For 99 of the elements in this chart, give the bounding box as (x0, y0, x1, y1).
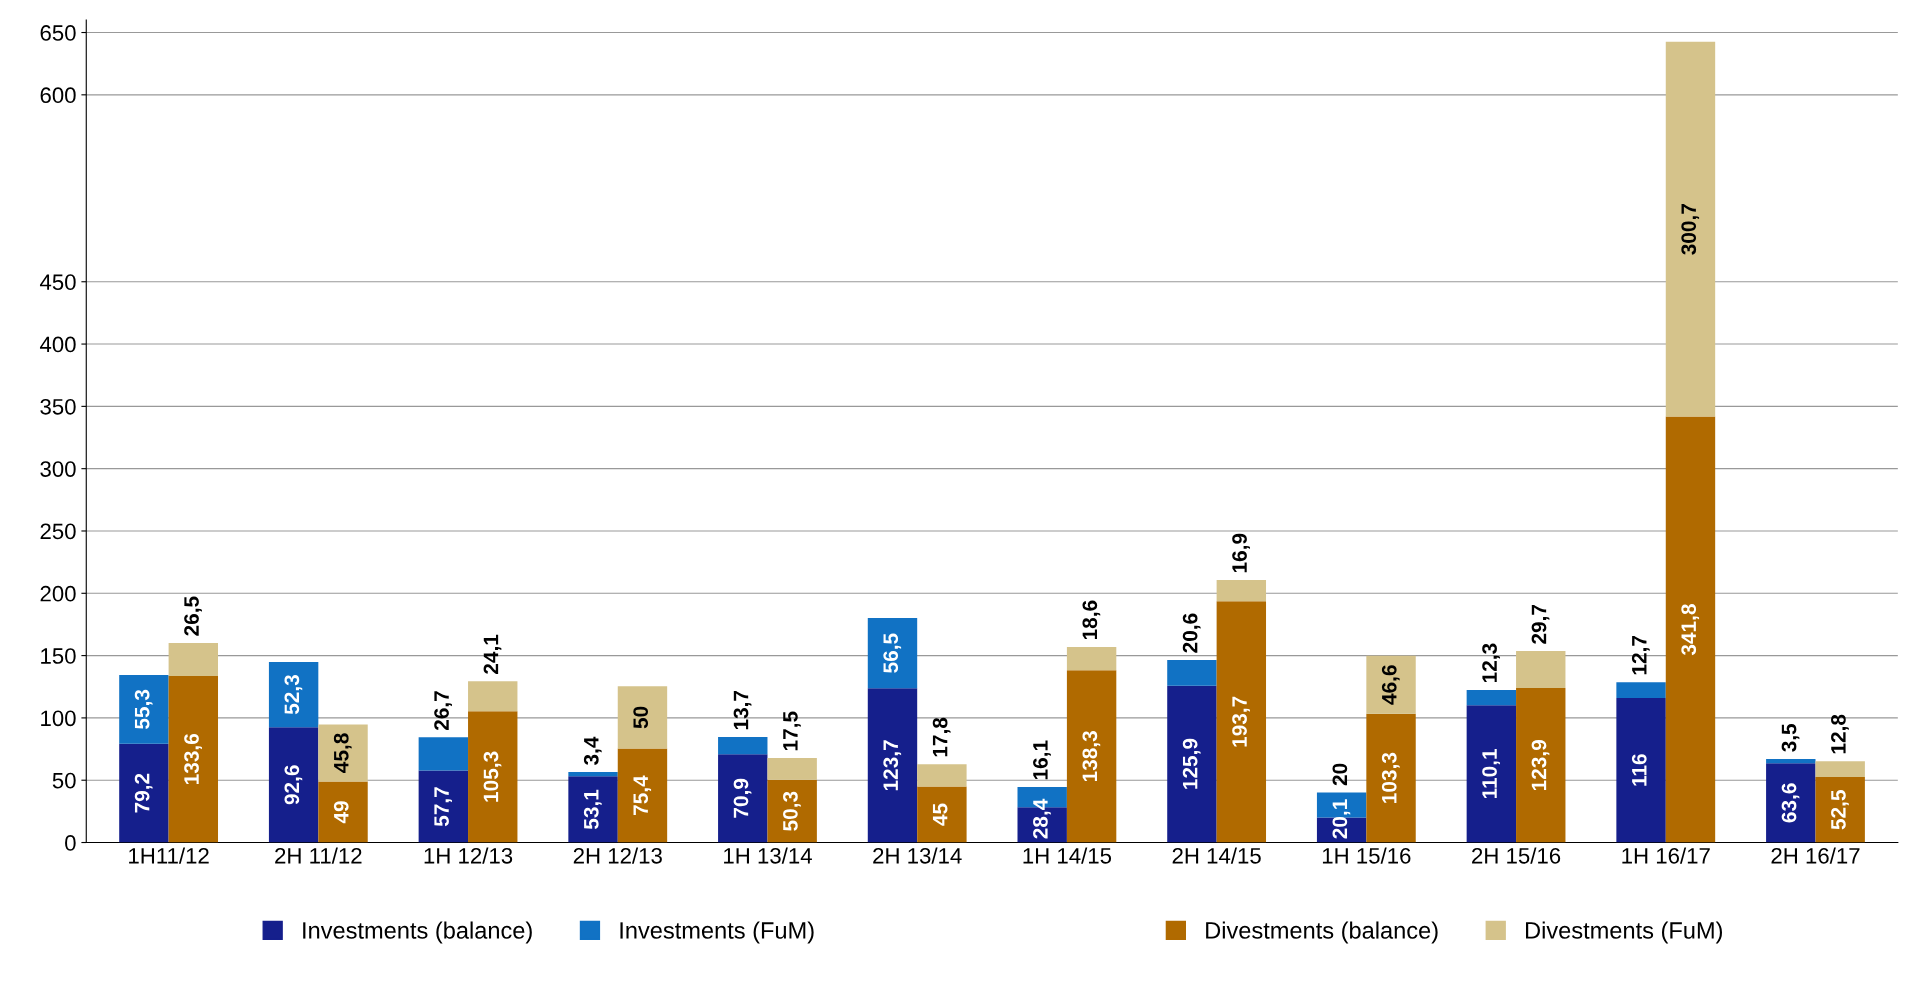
bar (1216, 580, 1267, 602)
data-label: 193,7 (1232, 696, 1250, 747)
y-tick-label: 50 (52, 772, 76, 789)
data-label: 24,1 (483, 634, 502, 674)
legend-label: Divestments (FuM) (1526, 921, 1723, 944)
data-label: 341,8 (1681, 604, 1700, 656)
bar (1066, 670, 1117, 843)
data-label: 12,8 (1831, 714, 1849, 754)
x-tick-label: 2H 14/15 (1172, 847, 1261, 864)
bar (1366, 713, 1416, 843)
x-tick-label: 1H 14/15 (1023, 847, 1112, 864)
bar (468, 681, 518, 712)
data-label: 16,1 (1033, 740, 1051, 780)
data-label: 16,9 (1232, 533, 1250, 573)
bar (767, 758, 817, 780)
y-tick-label: 200 (40, 585, 76, 602)
legend-label: Investments (FuM) (620, 921, 814, 944)
data-label: 52,3 (284, 675, 303, 715)
x-tick-label: 2H 12/13 (573, 847, 662, 864)
data-label: 55,3 (134, 689, 153, 729)
data-label: 133,6 (184, 733, 202, 785)
data-label: 50,3 (783, 791, 801, 831)
bar (1516, 651, 1566, 689)
y-tick-label: 450 (39, 274, 76, 291)
data-label: 110,1 (1482, 749, 1500, 799)
y-tick-label: 100 (41, 710, 76, 727)
data-label: 26,7 (434, 691, 452, 731)
y-tick-label: 350 (40, 398, 76, 415)
bar (418, 737, 469, 771)
legend-label: Divestments (balance) (1206, 921, 1438, 944)
bar (867, 617, 918, 689)
x-tick-label: 1H 15/16 (1322, 847, 1411, 864)
bar (867, 688, 918, 843)
data-label: 70,9 (733, 778, 752, 818)
x-tick-label: 2H 16/17 (1771, 847, 1860, 864)
bar (568, 772, 618, 777)
data-label: 300,7 (1681, 204, 1700, 255)
data-label: 46,6 (1381, 665, 1400, 705)
data-label: 123,9 (1531, 740, 1550, 791)
data-label: 75,4 (633, 775, 652, 815)
data-label: 53,1 (583, 789, 602, 830)
bar (1466, 689, 1517, 706)
x-tick-label: 1H 13/14 (724, 847, 812, 864)
y-tick-label: 150 (41, 648, 76, 664)
bar (1066, 647, 1117, 671)
data-label: 56,5 (883, 633, 902, 673)
data-label: 12,3 (1482, 643, 1500, 683)
data-label: 3,4 (583, 736, 602, 766)
bar (1616, 682, 1666, 698)
data-label: 17,8 (932, 717, 951, 757)
data-label: 26,5 (184, 596, 202, 636)
x-tick-label: 2H 11/12 (275, 847, 362, 864)
data-label: 12,7 (1631, 635, 1650, 675)
data-label: 20,6 (1182, 613, 1201, 653)
bar (718, 737, 768, 755)
data-label: 52,5 (1831, 790, 1849, 830)
data-label: 125,9 (1182, 738, 1201, 789)
x-tick-label: 2H 15/16 (1472, 847, 1561, 864)
data-label: 17,5 (783, 711, 801, 751)
bar (168, 643, 219, 677)
data-label: 13,7 (733, 690, 752, 730)
data-label: 45,8 (333, 733, 352, 773)
data-label: 116 (1631, 754, 1647, 786)
x-tick-label: 1H 12/13 (424, 847, 513, 864)
bar (917, 764, 967, 787)
data-label: 79,2 (134, 773, 153, 813)
bar (268, 661, 319, 728)
x-tick-label: 2H 13/14 (873, 847, 962, 864)
bar (617, 686, 668, 749)
y-tick-label: 250 (40, 523, 76, 540)
bar (1366, 655, 1416, 714)
bar (1167, 659, 1217, 686)
data-label: 63,6 (1781, 783, 1800, 823)
y-tick-label: 600 (40, 87, 76, 104)
data-label: 50 (633, 706, 649, 729)
x-tick-label: 1H11/12 (129, 847, 209, 864)
bar (1665, 41, 1716, 417)
data-label: 92,6 (284, 765, 303, 805)
data-label: 3,5 (1781, 723, 1800, 752)
bar (1665, 416, 1716, 843)
y-tick-label: 400 (39, 336, 76, 353)
data-label: 28,4 (1033, 798, 1051, 839)
data-label: 138,3 (1082, 731, 1101, 782)
data-label: 20 (1332, 763, 1348, 786)
y-tick-label: 650 (40, 25, 76, 41)
y-tick-label: 300 (40, 461, 76, 477)
data-label: 18,6 (1082, 600, 1101, 640)
data-label: 57,7 (434, 787, 452, 827)
data-label: 20,1 (1332, 799, 1351, 839)
data-label: 103,3 (1381, 752, 1400, 803)
data-label: 123,7 (883, 740, 902, 791)
data-label: 49 (333, 801, 349, 824)
data-label: 29,7 (1531, 604, 1550, 644)
data-label: 45 (932, 803, 948, 826)
y-tick-label: 0 (65, 835, 76, 851)
legend-label: Investments (balance) (303, 921, 532, 944)
data-label: 105,3 (483, 751, 502, 802)
bar (1815, 761, 1865, 778)
x-tick-label: 1H 16/17 (1622, 847, 1710, 864)
